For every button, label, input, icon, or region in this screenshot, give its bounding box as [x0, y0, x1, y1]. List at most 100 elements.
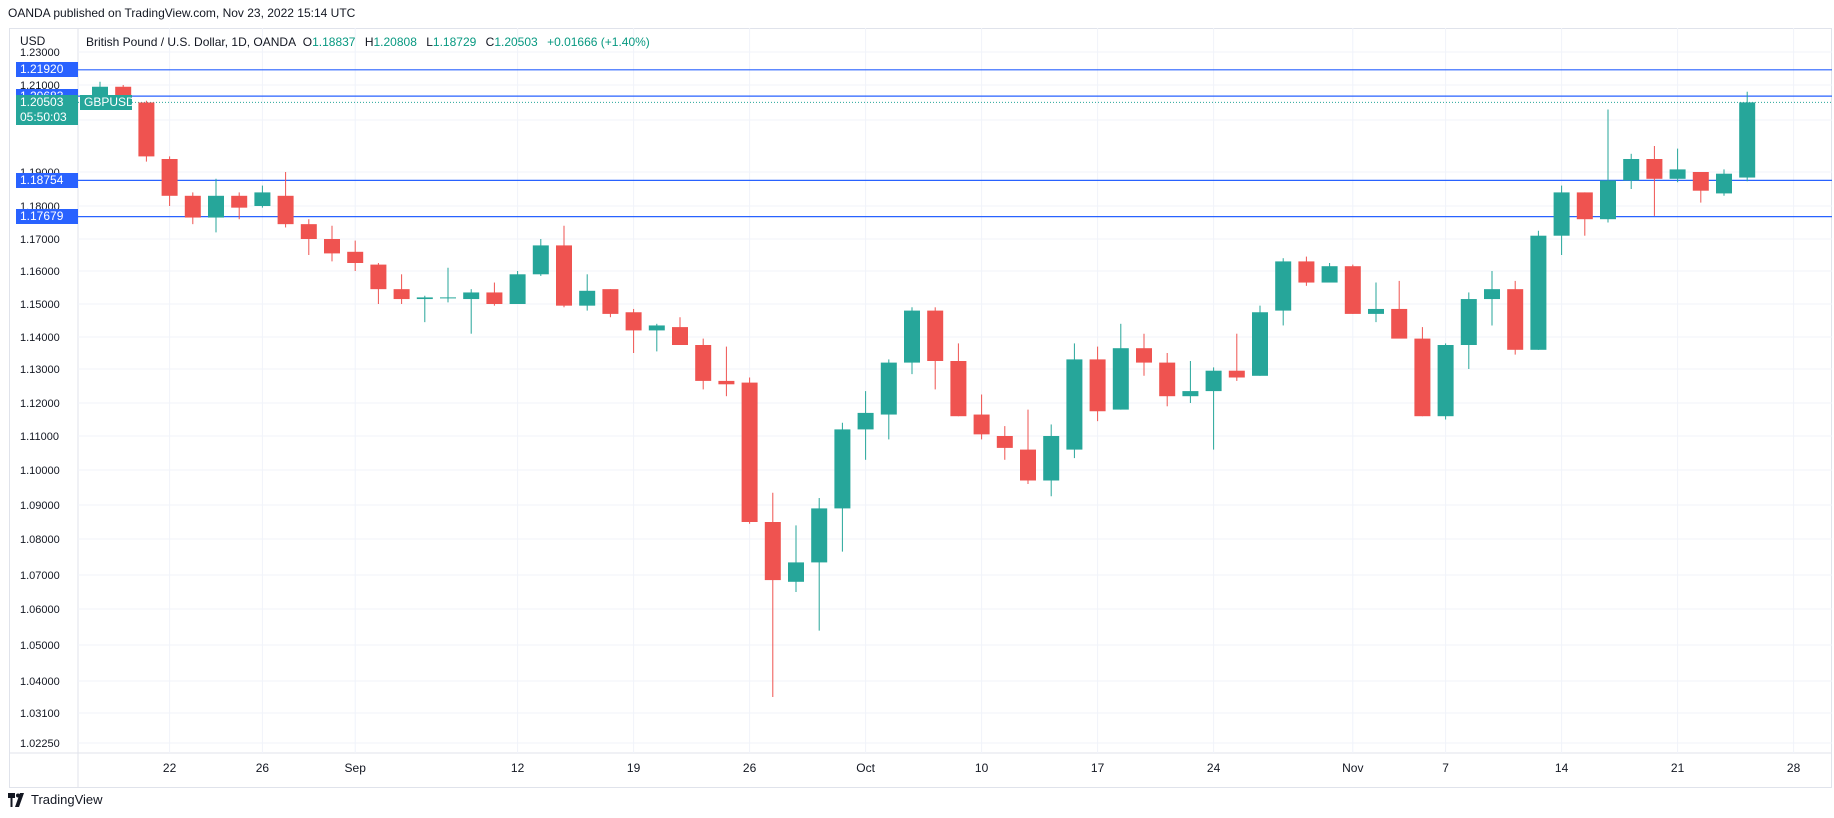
footer-brand[interactable]: TradingView [8, 792, 103, 807]
candle-body [1553, 192, 1570, 236]
candle-body [1159, 362, 1176, 397]
horizontal-lines [16, 69, 1832, 218]
candle-body [1460, 299, 1477, 345]
candle-body [1669, 169, 1686, 179]
y-tick-label: 1.23000 [20, 47, 60, 59]
candle-body [208, 195, 224, 218]
y-tick-label: 1.09000 [20, 500, 60, 512]
change-value: +0.01666 (+1.40%) [547, 35, 650, 49]
candle-body [950, 361, 967, 417]
low-label: L [426, 35, 433, 49]
y-tick-label: 1.03100 [20, 708, 60, 720]
y-tick-label: 1.16000 [20, 266, 60, 278]
candle-body [996, 436, 1013, 448]
candle-body [1043, 436, 1060, 481]
candle-body [1182, 391, 1199, 397]
candle-body [277, 195, 294, 225]
footer-brand-label: TradingView [31, 792, 103, 807]
legend-title: British Pound / U.S. Dollar, 1D, OANDA [86, 35, 297, 49]
candle-body [556, 245, 572, 306]
candle-body [1623, 159, 1640, 181]
candle-body [1530, 235, 1547, 350]
y-tick-label: 1.06000 [20, 604, 60, 616]
x-tick-label: Sep [345, 761, 367, 775]
x-tick-label: 19 [627, 761, 641, 775]
candle-body [1020, 449, 1036, 481]
chart-frame[interactable] [9, 28, 1832, 788]
candle-body [718, 380, 735, 385]
price-tag-line-4[interactable]: 1.17679 [16, 209, 78, 225]
x-tick-label: 24 [1207, 761, 1221, 775]
candle-body [1252, 312, 1268, 376]
currency-label: USD [20, 34, 46, 48]
candle-body [532, 245, 549, 275]
candle-body [324, 239, 340, 254]
candle-body [463, 292, 480, 300]
price-tag-line-3[interactable]: 1.18754 [16, 172, 78, 188]
x-tick-label: 17 [1091, 761, 1105, 775]
candle-body [161, 159, 178, 196]
high-value: 1.20808 [373, 35, 417, 49]
candle-body [834, 429, 851, 509]
candle-body [486, 292, 503, 304]
candle-body [1228, 370, 1245, 378]
candle-body [1298, 261, 1315, 283]
open-value: 1.18837 [312, 35, 356, 49]
grid [9, 28, 1832, 788]
publisher-text: OANDA published on TradingView.com, Nov … [8, 6, 356, 20]
x-tick-label: Oct [856, 761, 875, 775]
candle-body [1739, 102, 1756, 178]
candle-body [1600, 180, 1616, 220]
x-tick-label: 14 [1555, 761, 1569, 775]
candle-body [973, 414, 990, 435]
candle-body [880, 362, 897, 415]
candle-body [1112, 348, 1129, 410]
candle-body [138, 102, 155, 157]
candle-body [579, 290, 596, 306]
price-axis: 1.230001.210001.200001.190001.180001.170… [20, 47, 60, 750]
candle-body [184, 195, 201, 218]
x-tick-label: Nov [1342, 761, 1363, 775]
y-tick-label: 1.15000 [20, 299, 60, 311]
candles [92, 81, 1756, 697]
y-tick-label: 1.04000 [20, 676, 60, 688]
candle-body [1321, 266, 1338, 283]
countdown-tag: 05:50:03 [16, 109, 78, 125]
price-tag-line-1[interactable]: 1.21920 [16, 62, 78, 78]
y-tick-label: 1.05000 [20, 640, 60, 652]
price-tag-current[interactable]: 1.20503 [16, 94, 78, 110]
tradingview-logo-icon [8, 792, 24, 807]
candle-body [1576, 192, 1593, 220]
candle-body [416, 297, 433, 300]
candle-body [764, 522, 781, 581]
x-tick-label: 21 [1671, 761, 1685, 775]
candle-body [1368, 308, 1384, 314]
candle-body [231, 195, 248, 208]
candle-body [1437, 345, 1454, 417]
candle-body [1391, 308, 1408, 339]
x-tick-label: 26 [256, 761, 270, 775]
y-tick-label: 1.14000 [20, 332, 60, 344]
candle-body [695, 345, 712, 381]
y-tick-label: 1.02250 [20, 738, 60, 750]
candle-body [741, 382, 758, 522]
symbol-tag: GBPUSD [80, 94, 135, 110]
candle-body [1066, 359, 1083, 450]
candle-body [370, 264, 387, 290]
symbol-legend[interactable]: British Pound / U.S. Dollar, 1D, OANDA O… [86, 35, 650, 49]
candle-body [1484, 289, 1500, 300]
candle-body [1205, 370, 1222, 392]
time-axis: 22 26 Sep 12 19 26 Oct 10 17 24 Nov 7 14 21 28 [163, 761, 1801, 775]
x-tick-label: 10 [975, 761, 989, 775]
candlestick-chart[interactable]: 1.230001.210001.200001.190001.180001.170… [0, 0, 1834, 790]
candle-body [1507, 289, 1524, 350]
candle-body [300, 224, 317, 239]
candle-body [1089, 359, 1106, 412]
y-tick-label: 1.11000 [20, 431, 59, 443]
y-tick-label: 1.08000 [20, 534, 60, 546]
candle-body [347, 251, 364, 263]
x-tick-label: 22 [163, 761, 177, 775]
candle-body [625, 312, 642, 331]
candle-body [1136, 348, 1152, 363]
candle-body [1414, 338, 1431, 417]
